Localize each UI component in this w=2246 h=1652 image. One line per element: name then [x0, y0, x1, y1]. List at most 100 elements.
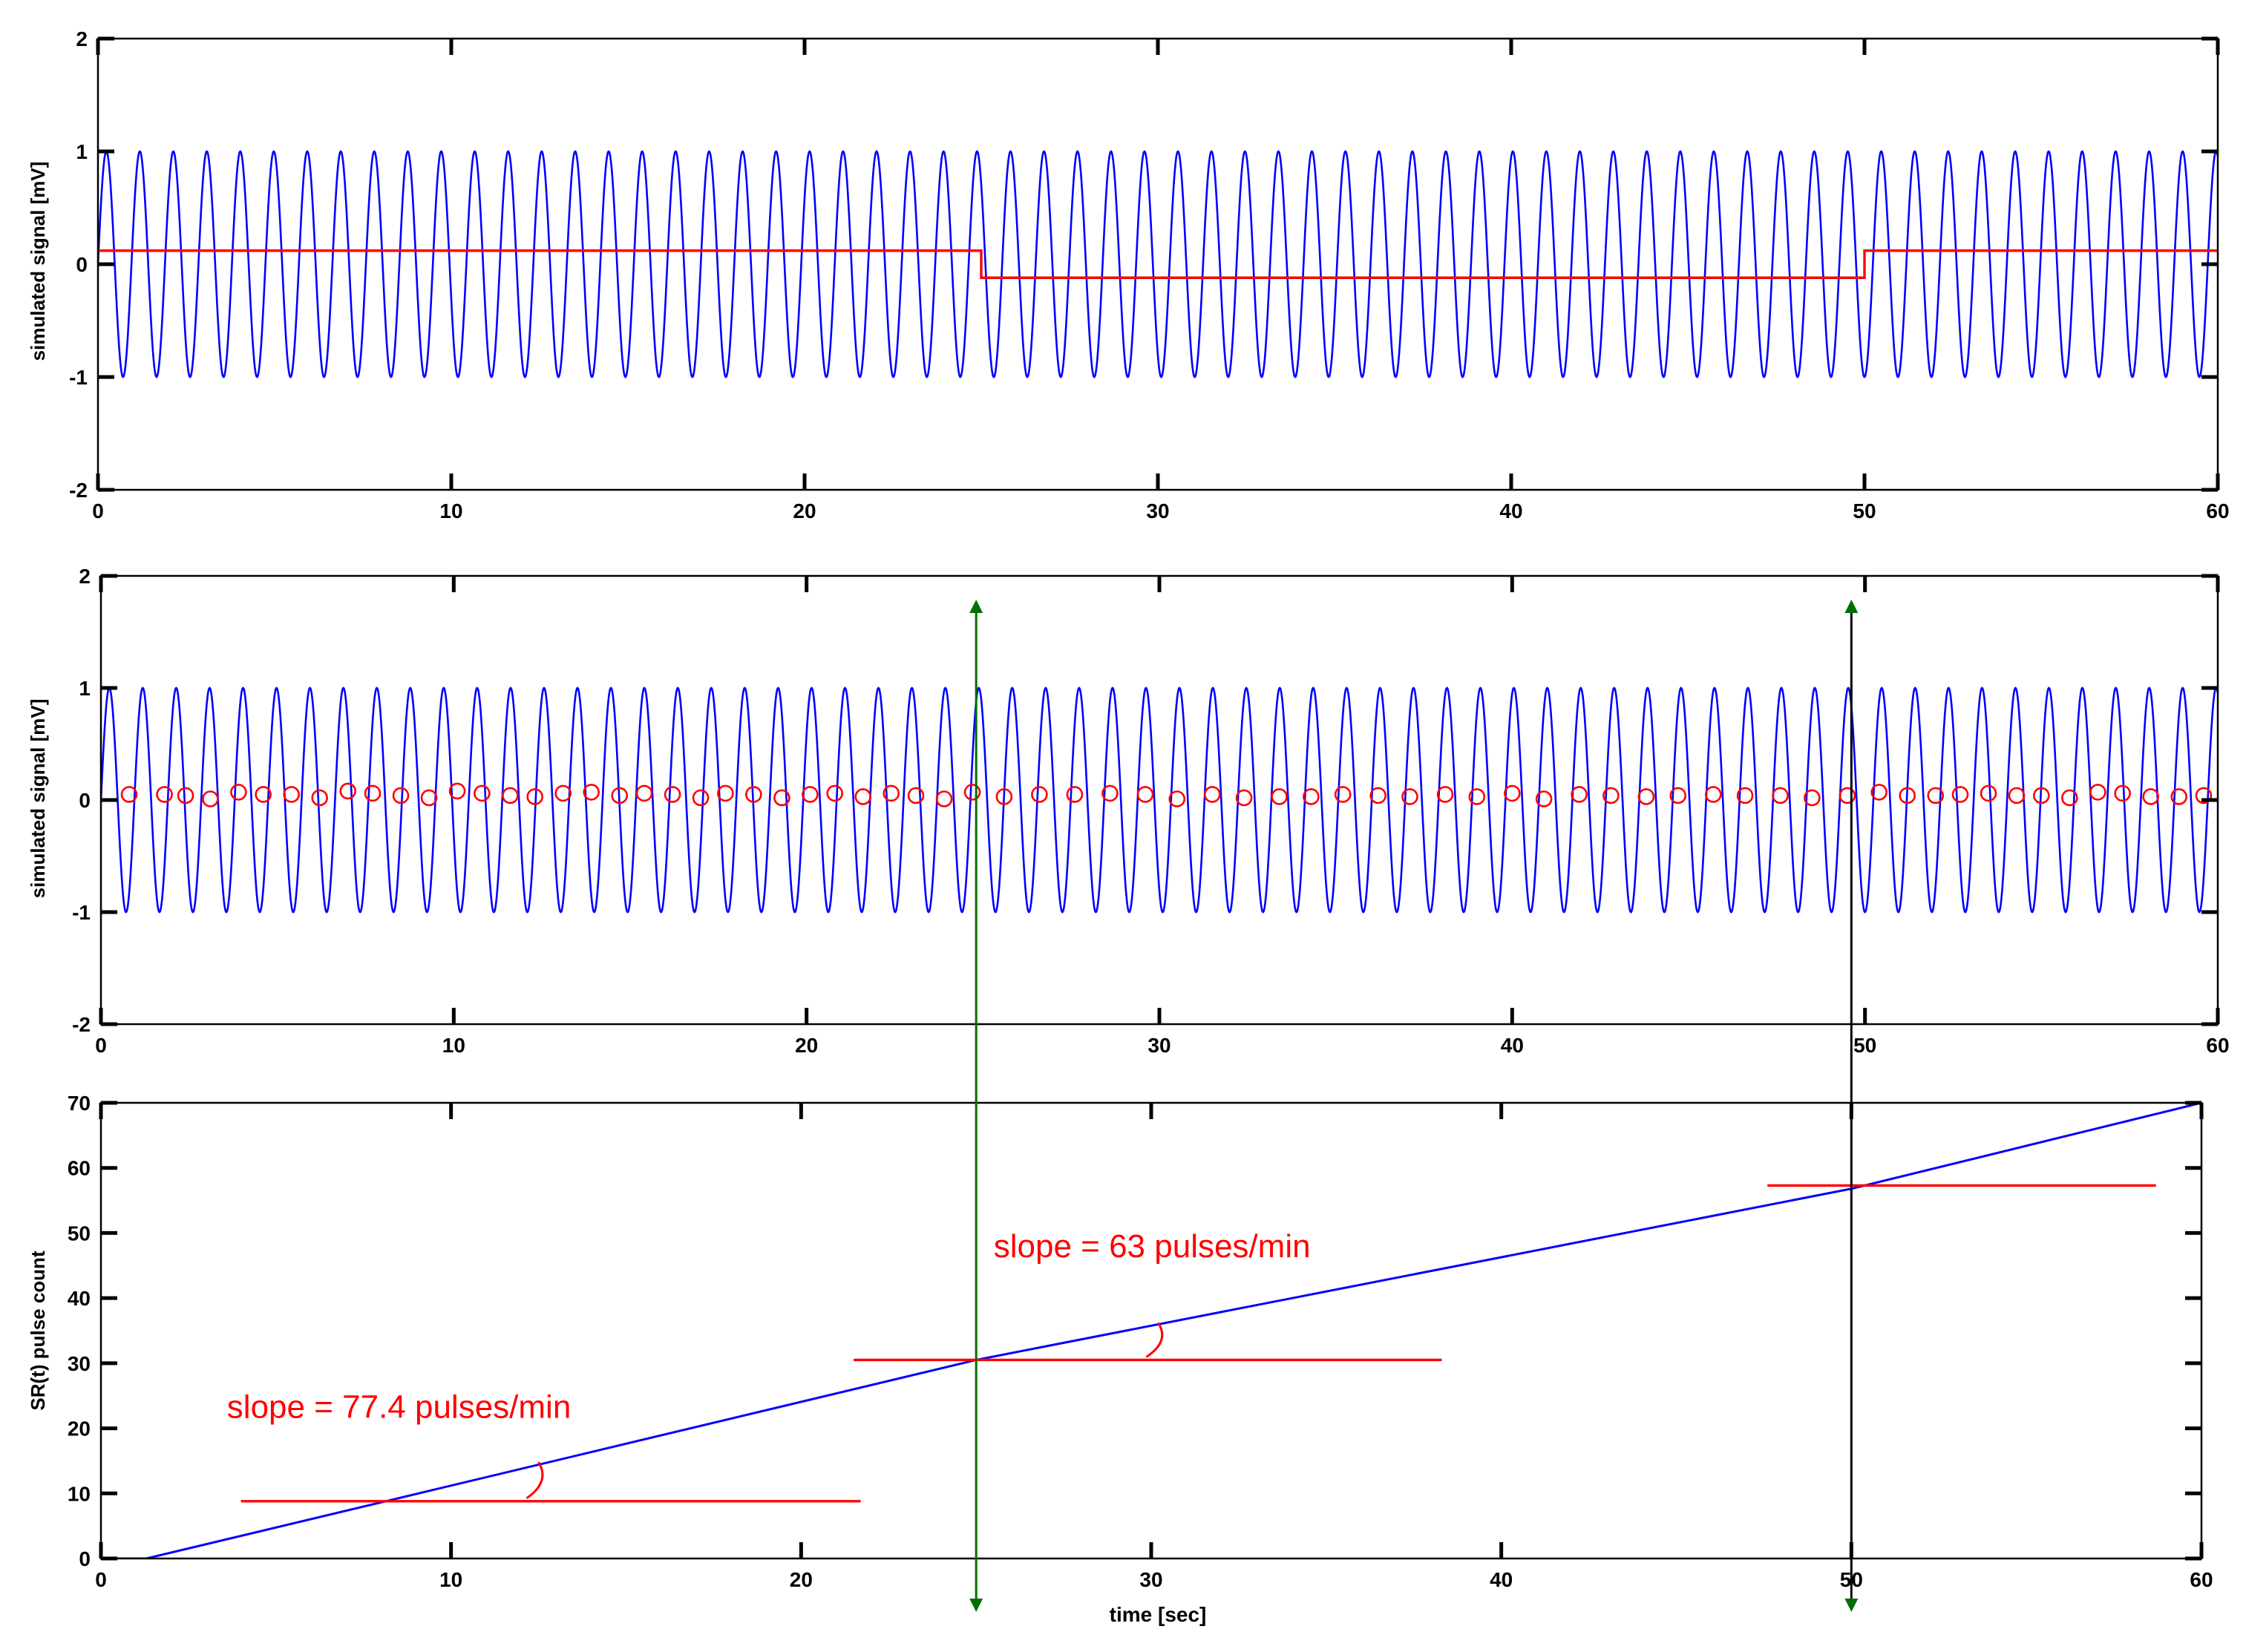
- panel-middle-plot-area: [99, 574, 2220, 1026]
- panel-middle-marker-point: [1468, 788, 1486, 805]
- panel-top-series: [98, 150, 2218, 378]
- panel-middle-series: [101, 686, 2218, 914]
- panel-middle-marker-point: [2089, 784, 2106, 801]
- panel-middle-marker-point: [448, 782, 466, 800]
- panel-middle-ytick-label: 1: [79, 677, 91, 700]
- panel-middle-marker-point: [1031, 786, 1048, 803]
- panel-middle-marker-point: [1736, 787, 1754, 804]
- slope-angle-arc: [1145, 1322, 1164, 1358]
- panel-bottom-ytick-label: 30: [68, 1352, 91, 1375]
- marker-arrowhead-up: [1844, 600, 1859, 613]
- panel-middle-marker-point: [1303, 788, 1320, 805]
- panel-middle-marker-point: [2170, 788, 2188, 805]
- panel-middle-marker-point: [392, 787, 410, 804]
- panel-middle: 0 10 20 30 40 50 60 -2 -1 0 1 2 simulated signal [m…: [27, 565, 2230, 1057]
- panel-middle-marker-point: [995, 788, 1013, 805]
- panel-middle-marker-point: [1401, 788, 1418, 805]
- panel-top-xtick-label: 20: [793, 499, 816, 522]
- panel-bottom-xtick-label: 30: [1139, 1568, 1162, 1591]
- panel-middle-ytick-label: -1: [72, 901, 91, 924]
- panel-bottom-ytick-label: 10: [68, 1482, 91, 1505]
- panel-top-xtick-label: 60: [2206, 499, 2229, 522]
- panel-top-xtick-label: 40: [1499, 499, 1522, 522]
- panel-middle-marker-point: [1504, 784, 1521, 802]
- panel-middle-marker-point: [854, 788, 872, 805]
- panel-middle-marker-point: [635, 784, 653, 802]
- panel-top-xtick-label: 10: [439, 499, 462, 522]
- panel-middle-marker-point: [583, 784, 600, 801]
- panel-top-xtick-label: 30: [1146, 499, 1169, 522]
- panel-top-ytick-label: -2: [69, 479, 88, 502]
- panel-top-ytick-label: 2: [76, 27, 88, 50]
- panel-middle-marker-point: [1204, 786, 1221, 803]
- panel-middle-marker-point: [1804, 789, 1821, 807]
- panel-middle-marker-point: [339, 782, 357, 800]
- panel-middle-xtick-label: 0: [95, 1034, 107, 1057]
- panel-middle-marker-point: [1870, 784, 1888, 801]
- panel-middle-marker-point: [1704, 786, 1722, 803]
- marker-arrowhead-down: [969, 1599, 983, 1612]
- panel-middle-marker-point: [1571, 786, 1588, 803]
- panel-middle-marker-point: [1669, 787, 1687, 804]
- panel-middle-marker-point: [1271, 788, 1288, 805]
- panel-middle-marker-point: [526, 788, 543, 805]
- vertical-marker-lines: [969, 600, 1859, 1612]
- panel-bottom-ylabel: SR(t) pulse count: [27, 1251, 49, 1411]
- panel-bottom-xtick-label: 20: [790, 1568, 813, 1591]
- panel-middle-marker-point: [1066, 786, 1084, 803]
- panel-middle-marker-point: [2195, 787, 2213, 804]
- panel-middle-marker-point: [1101, 784, 1119, 802]
- panel-bottom-ytick-label: 70: [68, 1092, 91, 1115]
- panel-middle-marker-point: [1369, 787, 1387, 804]
- panel-bottom-xtick-label: 40: [1490, 1568, 1513, 1591]
- panel-middle-marker-point: [692, 789, 710, 807]
- panel-middle-marker-point: [283, 786, 300, 803]
- panel-bottom-xtick-label: 60: [2190, 1568, 2213, 1591]
- panel-middle-marker-point: [1927, 787, 1945, 804]
- panel-middle-ytick-label: 2: [79, 565, 91, 588]
- panel-middle-marker-point: [1980, 784, 1997, 802]
- panel-top-xtick-label: 50: [1853, 499, 1876, 522]
- panel-bottom-ytick-label: 60: [68, 1157, 91, 1180]
- panel-middle-marker-point: [502, 787, 519, 804]
- panel-bottom-xlabel: time [sec]: [1110, 1603, 1207, 1626]
- panel-middle-marker-point: [1839, 787, 1856, 804]
- panel-middle-marker-point: [420, 789, 438, 807]
- panel-middle-marker-point: [474, 784, 491, 802]
- panel-middle-ylabel: simulated signal [mV]: [27, 699, 49, 899]
- panel-top-signal-line: [98, 150, 2218, 378]
- panel-middle-ytick-label: -2: [72, 1013, 91, 1036]
- panel-middle-marker-point: [2114, 784, 2131, 802]
- panel-middle-xtick-label: 30: [1147, 1034, 1171, 1057]
- panel-middle-xtick-label: 10: [442, 1034, 465, 1057]
- panel-middle-marker-point: [2142, 788, 2159, 805]
- panel-top-ytick-label: 0: [76, 253, 88, 276]
- panel-top-ytick-label: 1: [76, 140, 88, 163]
- panel-bottom-xtick-label: 10: [439, 1568, 462, 1591]
- panel-middle-marker-point: [1899, 787, 1916, 804]
- panel-bottom-ytick-label: 40: [68, 1287, 91, 1310]
- panel-middle-marker-point: [1637, 788, 1655, 805]
- panel-middle-marker-point: [2008, 787, 2026, 804]
- panel-bottom-ytick-label: 50: [68, 1222, 91, 1245]
- panel-middle-marker-point: [1436, 786, 1454, 803]
- panel-middle-xtick-label: 60: [2206, 1034, 2229, 1057]
- panel-middle-marker-point: [907, 787, 925, 804]
- panel-middle-tick-labels: 0 10 20 30 40 50 60 -2 -1 0 1 2: [72, 565, 2229, 1057]
- panel-middle-marker-point: [364, 784, 382, 802]
- panel-middle-marker-point: [826, 784, 843, 802]
- panel-middle-marker-point: [802, 786, 819, 803]
- panel-middle-marker-point: [2033, 787, 2050, 804]
- panel-middle-xtick-label: 50: [1853, 1034, 1876, 1057]
- marker-arrowhead-up: [969, 600, 983, 613]
- panel-middle-marker-point: [935, 790, 953, 807]
- panel-top-plot-area: [96, 36, 2220, 492]
- panel-top-ylabel: simulated signal [mV]: [27, 162, 49, 361]
- panel-middle-marker-point: [963, 784, 981, 801]
- panel-top-step-line: [98, 249, 2218, 279]
- panel-middle-marker-point: [311, 789, 329, 807]
- panel-middle-signal-line: [101, 686, 2218, 914]
